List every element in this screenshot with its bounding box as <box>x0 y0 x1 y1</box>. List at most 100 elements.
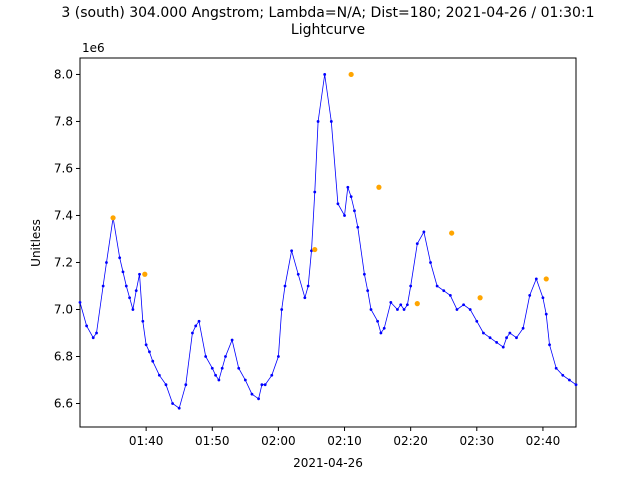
data-point <box>448 293 452 297</box>
series-layer <box>78 73 578 410</box>
data-point <box>495 340 499 344</box>
y-tick-label: 7.2 <box>54 255 73 269</box>
data-point <box>429 261 432 264</box>
y-tick-label: 6.8 <box>54 349 73 363</box>
data-point <box>283 284 287 288</box>
data-point <box>220 366 224 370</box>
data-point <box>191 331 194 335</box>
data-point <box>346 185 350 189</box>
y-tick-label: 7.6 <box>54 161 73 175</box>
data-point <box>280 308 284 311</box>
peak-marker <box>142 271 148 277</box>
chart-title: 3 (south) 304.000 Angstrom; Lambda=N/A; … <box>61 5 594 21</box>
data-point <box>528 293 532 297</box>
data-point <box>409 284 413 288</box>
x-tick-label: 01:50 <box>195 434 230 448</box>
data-point <box>118 256 122 260</box>
data-point <box>310 249 313 253</box>
data-point <box>131 308 135 311</box>
y-tick-label: 7.8 <box>54 114 73 128</box>
data-point <box>435 284 439 288</box>
data-point <box>468 308 472 311</box>
data-point <box>396 308 399 311</box>
data-point <box>515 336 518 340</box>
data-point <box>224 355 227 358</box>
peak-marker <box>348 71 354 78</box>
series-line <box>79 74 577 409</box>
y-axis: 6.6 6.8 7.0 7.2 7.4 7.6 7.8 8.0 <box>54 67 80 410</box>
data-point <box>124 284 128 288</box>
plot-area <box>79 57 577 428</box>
data-point <box>134 289 138 293</box>
data-point <box>567 378 571 382</box>
data-point <box>303 296 307 300</box>
data-point <box>230 338 234 342</box>
y-tick-label: 7.0 <box>54 302 73 316</box>
data-point <box>462 303 465 307</box>
data-point <box>369 308 373 311</box>
data-point <box>78 301 82 304</box>
data-point <box>482 331 485 335</box>
data-point <box>121 270 125 274</box>
peak-marker <box>477 295 483 301</box>
data-point <box>422 230 426 234</box>
data-point <box>194 324 198 328</box>
data-point <box>128 296 132 300</box>
data-point <box>85 324 89 328</box>
data-point <box>316 120 320 123</box>
data-point <box>164 383 168 387</box>
peak-marker <box>312 246 318 253</box>
data-point <box>534 277 538 281</box>
data-point <box>455 308 459 311</box>
data-point <box>214 373 217 377</box>
x-tick-label: 02:40 <box>526 434 561 448</box>
data-point <box>389 301 393 304</box>
data-point <box>260 383 264 387</box>
data-point <box>157 373 161 377</box>
data-point <box>148 350 151 354</box>
peak-marker <box>110 215 116 221</box>
data-point <box>349 195 353 199</box>
peak-marker <box>376 184 382 190</box>
data-point <box>343 214 346 217</box>
data-point <box>101 284 105 288</box>
data-point <box>548 343 551 347</box>
data-point <box>329 120 333 123</box>
x-tick-label: 02:30 <box>460 434 495 448</box>
data-point <box>544 312 548 316</box>
data-point <box>561 373 565 377</box>
y-offset-label: 1e6 <box>82 41 105 55</box>
data-point <box>204 355 208 358</box>
peak-marker <box>414 301 420 307</box>
data-point <box>508 331 512 335</box>
data-point <box>171 402 174 405</box>
data-point <box>366 289 370 293</box>
data-point <box>91 336 95 340</box>
data-point <box>501 345 505 349</box>
data-point <box>95 331 98 335</box>
data-point <box>405 303 409 307</box>
x-tick-label: 02:10 <box>327 434 362 448</box>
data-point <box>141 319 145 323</box>
y-tick-label: 8.0 <box>54 67 73 81</box>
data-point <box>296 272 300 276</box>
x-tick-label: 02:20 <box>393 434 428 448</box>
data-point <box>415 242 419 246</box>
data-point <box>306 284 310 288</box>
data-point <box>541 296 545 300</box>
y-tick-label: 6.6 <box>54 396 73 410</box>
peak-layer <box>110 71 549 307</box>
data-point <box>184 383 188 387</box>
data-point <box>250 392 254 396</box>
data-point <box>313 190 317 194</box>
data-point <box>138 272 141 276</box>
data-point <box>574 383 578 387</box>
peak-marker <box>543 276 549 282</box>
data-point <box>442 289 446 293</box>
plot-frame <box>79 57 577 428</box>
data-point <box>290 249 294 253</box>
data-point <box>399 303 403 307</box>
data-point <box>353 209 356 213</box>
data-point <box>402 308 406 311</box>
